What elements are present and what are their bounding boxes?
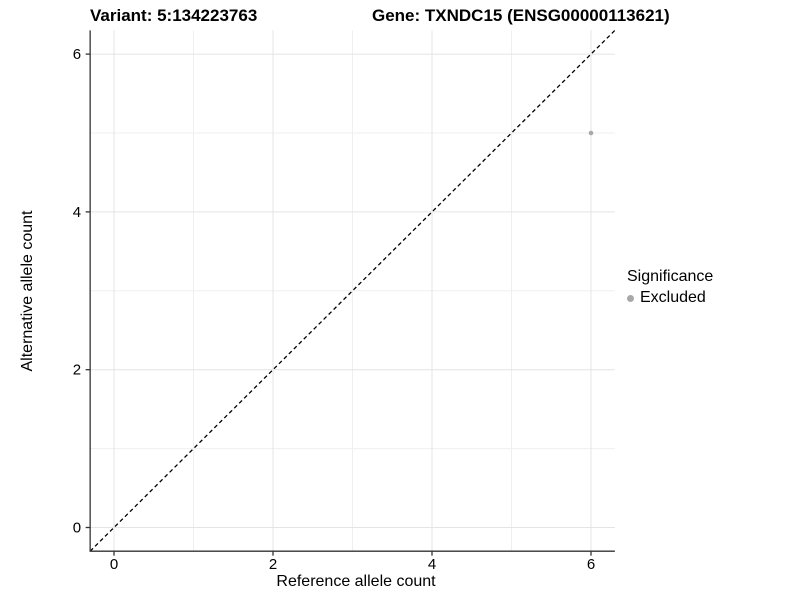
variant-title: Variant: 5:134223763 <box>90 6 258 25</box>
gene-title: Gene: TXNDC15 (ENSG00000113621) <box>372 6 670 25</box>
x-tick-label: 0 <box>110 556 118 573</box>
legend-item-label: Excluded <box>640 289 706 306</box>
x-tick-label: 6 <box>587 556 595 573</box>
legend: Significance Excluded <box>627 268 713 307</box>
y-axis-title: Alternative allele count <box>19 210 36 372</box>
x-tick-label: 2 <box>269 556 277 573</box>
y-tick-label: 0 <box>73 520 81 537</box>
y-tick-label: 4 <box>73 204 81 221</box>
legend-item-excluded: Excluded <box>627 289 713 307</box>
y-tick-label: 6 <box>73 46 81 63</box>
data-point <box>588 130 594 136</box>
y-tick-label: 2 <box>73 362 81 379</box>
x-axis-title: Reference allele count <box>276 573 436 590</box>
x-tick-label: 4 <box>428 556 436 573</box>
excluded-point-icon <box>627 294 634 302</box>
identity-line <box>89 29 616 552</box>
legend-title: Significance <box>627 268 714 285</box>
